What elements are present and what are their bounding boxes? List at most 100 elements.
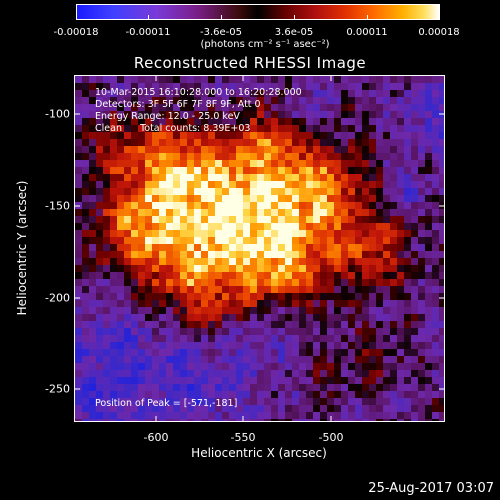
heatmap-cell: [334, 363, 341, 370]
heatmap-cell: [215, 146, 222, 153]
heatmap-cell: [166, 237, 173, 244]
heatmap-cell: [376, 188, 383, 195]
colorbar-tick-label: -0.00018: [53, 27, 99, 38]
heatmap-cell: [180, 125, 187, 132]
heatmap-cell: [271, 398, 278, 405]
heatmap-cell: [369, 146, 376, 153]
heatmap-cell: [278, 139, 285, 146]
heatmap-cell: [208, 216, 215, 223]
heatmap-cell: [271, 174, 278, 181]
heatmap-cell: [124, 391, 131, 398]
heatmap-cell: [397, 251, 404, 258]
heatmap-cell: [89, 251, 96, 258]
heatmap-cell: [411, 125, 418, 132]
heatmap-cell: [138, 216, 145, 223]
heatmap-cell: [208, 377, 215, 384]
chart-title: Reconstructed RHESSI Image: [133, 54, 367, 72]
heatmap-cell: [159, 132, 166, 139]
heatmap-cell: [187, 132, 194, 139]
heatmap-cell: [278, 223, 285, 230]
heatmap-cell: [376, 307, 383, 314]
heatmap-cell: [404, 118, 411, 125]
heatmap-cell: [376, 83, 383, 90]
heatmap-cell: [264, 230, 271, 237]
heatmap-cell: [425, 412, 432, 419]
heatmap-cell: [348, 104, 355, 111]
heatmap-cell: [75, 139, 82, 146]
heatmap-cell: [152, 111, 159, 118]
heatmap-cell: [152, 293, 159, 300]
heatmap-cell: [110, 272, 117, 279]
heatmap-cell: [418, 181, 425, 188]
heatmap-cell: [180, 153, 187, 160]
heatmap-cell: [327, 230, 334, 237]
heatmap-cell: [201, 258, 208, 265]
heatmap-cell: [425, 76, 432, 83]
heatmap-cell: [313, 342, 320, 349]
heatmap-cell: [264, 104, 271, 111]
heatmap-cell: [201, 293, 208, 300]
heatmap-cell: [222, 384, 229, 391]
heatmap-cell: [383, 314, 390, 321]
heatmap-cell: [292, 293, 299, 300]
heatmap-cell: [257, 363, 264, 370]
heatmap-cell: [103, 76, 110, 83]
heatmap-cell: [131, 300, 138, 307]
heatmap-cell: [271, 111, 278, 118]
heatmap-cell: [285, 293, 292, 300]
heatmap-cell: [432, 139, 439, 146]
heatmap-cell: [159, 321, 166, 328]
heatmap-cell: [285, 321, 292, 328]
heatmap-cell: [418, 195, 425, 202]
heatmap-cell: [439, 307, 444, 314]
heatmap-cell: [103, 307, 110, 314]
heatmap-cell: [292, 244, 299, 251]
heatmap-cell: [201, 300, 208, 307]
heatmap-cell: [432, 307, 439, 314]
heatmap-cell: [124, 258, 131, 265]
heatmap-cell: [432, 258, 439, 265]
heatmap-cell: [117, 230, 124, 237]
heatmap-cell: [208, 153, 215, 160]
heatmap-cell: [243, 349, 250, 356]
heatmap-cell: [208, 104, 215, 111]
heatmap-cell: [159, 307, 166, 314]
heatmap-cell: [299, 251, 306, 258]
heatmap-cell: [334, 258, 341, 265]
heatmap-cell: [124, 265, 131, 272]
heatmap-cell: [411, 391, 418, 398]
heatmap-cell: [250, 398, 257, 405]
heatmap-cell: [390, 83, 397, 90]
heatmap-cell: [425, 195, 432, 202]
heatmap-cell: [208, 370, 215, 377]
heatmap-cell: [299, 286, 306, 293]
heatmap-cell: [75, 398, 82, 405]
heatmap-cell: [327, 419, 334, 421]
heatmap-cell: [327, 412, 334, 419]
heatmap-cell: [250, 83, 257, 90]
heatmap-cell: [383, 153, 390, 160]
colorbar-tick: [367, 15, 368, 19]
heatmap-cell: [418, 398, 425, 405]
heatmap-cell: [215, 321, 222, 328]
heatmap-cell: [222, 412, 229, 419]
heatmap-cell: [383, 83, 390, 90]
heatmap-cell: [278, 384, 285, 391]
heatmap-cell: [271, 370, 278, 377]
heatmap-cell: [271, 307, 278, 314]
heatmap-cell: [194, 132, 201, 139]
heatmap-cell: [187, 349, 194, 356]
heatmap-cell: [145, 153, 152, 160]
heatmap-cell: [362, 265, 369, 272]
heatmap-cell: [306, 146, 313, 153]
heatmap-cell: [103, 139, 110, 146]
heatmap-cell: [425, 342, 432, 349]
heatmap-cell: [236, 307, 243, 314]
heatmap-cell: [145, 76, 152, 83]
heatmap-cell: [82, 167, 89, 174]
heatmap-cell: [271, 328, 278, 335]
heatmap-cell: [278, 405, 285, 412]
heatmap-cell: [264, 139, 271, 146]
heatmap-cell: [166, 391, 173, 398]
heatmap-cell: [264, 300, 271, 307]
